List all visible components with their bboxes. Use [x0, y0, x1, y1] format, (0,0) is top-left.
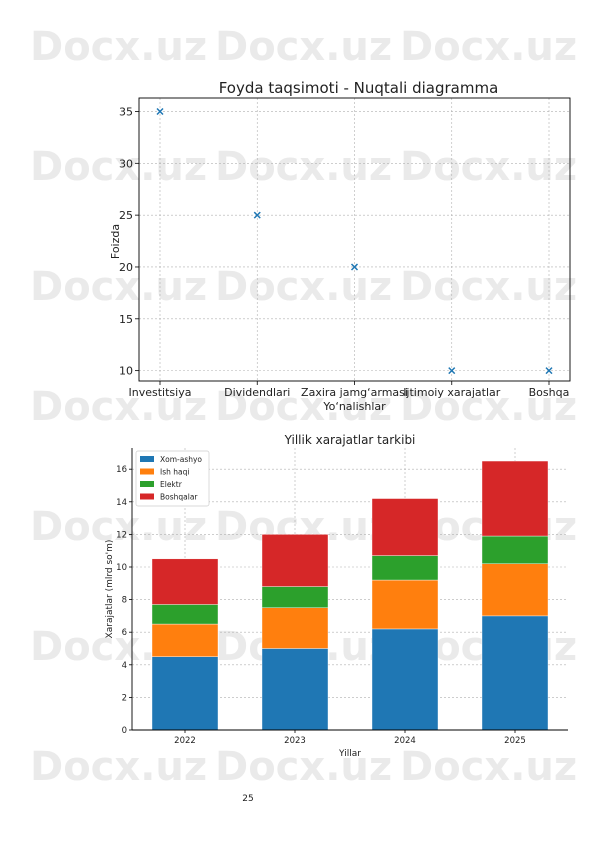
bar-segment	[152, 657, 218, 730]
x-tick-label: 2023	[284, 736, 306, 746]
y-tick-label: 10	[116, 563, 127, 573]
bar-segment	[372, 629, 438, 730]
bar-segment	[372, 499, 438, 556]
bar-segment	[152, 559, 218, 605]
page-number: 25	[0, 794, 496, 804]
y-tick-label: 2	[122, 693, 127, 703]
bar-segment	[262, 648, 328, 730]
legend-swatch	[140, 456, 154, 462]
y-tick-label: 6	[122, 628, 127, 638]
y-tick-label: 16	[116, 465, 127, 475]
bar-segment	[262, 534, 328, 586]
x-axis-label: Yo‘nalishlar	[322, 400, 386, 413]
y-axis-label: Xarajatlar (mlrd so'm)	[105, 540, 115, 639]
bar-segment	[372, 580, 438, 629]
data-point-marker	[157, 108, 163, 114]
bar-segment	[482, 616, 548, 730]
y-tick-label: 14	[116, 498, 127, 508]
x-tick-label: Zaxira jamg‘armasi	[301, 386, 408, 399]
legend-label: Ish haqi	[160, 468, 189, 477]
x-tick-label: Ijtimoiy xarajatlar	[403, 386, 501, 399]
y-tick-label: 20	[119, 261, 133, 274]
bar-segment	[482, 536, 548, 564]
y-tick-label: 35	[119, 105, 133, 118]
bar-segment	[372, 556, 438, 580]
x-tick-label: Boshqa	[529, 386, 570, 399]
y-tick-label: 30	[119, 157, 133, 170]
data-point-marker	[449, 368, 455, 374]
x-tick-label: 2022	[174, 736, 196, 746]
bar-segment	[482, 461, 548, 536]
bar-segment	[262, 608, 328, 649]
legend-label: Boshqalar	[160, 493, 198, 502]
x-tick-label: Investitsiya	[129, 386, 192, 399]
x-tick-label: 2025	[504, 736, 526, 746]
legend-swatch	[140, 494, 154, 500]
stacked-bar-chart: Yillik xarajatlar tarkibi 0 2 4 6 8 10 12 14 16 20…	[0, 420, 595, 780]
legend-label: Elektr	[160, 480, 183, 489]
chart-title: Yillik xarajatlar tarkibi	[284, 433, 416, 447]
y-tick-label: 4	[122, 661, 127, 671]
y-tick-label: 15	[119, 313, 133, 326]
y-axis-label: Foizda	[109, 224, 122, 259]
y-tick-label: 0	[122, 726, 127, 736]
bar-segment	[152, 624, 218, 657]
bar-segment	[262, 587, 328, 608]
x-tick-label: 2024	[394, 736, 416, 746]
legend: Xom-ashyo Ish haqi Elektr Boshqalar	[136, 451, 209, 506]
legend-swatch	[140, 469, 154, 475]
x-tick-label: Dividendlari	[224, 386, 290, 399]
y-tick-label: 12	[116, 530, 127, 540]
y-tick-label: 8	[122, 596, 127, 606]
bar-segment	[482, 564, 548, 616]
x-axis-label: Yillar	[338, 749, 361, 759]
legend-label: Xom-ashyo	[160, 455, 202, 464]
bar-segment	[152, 604, 218, 624]
legend-swatch	[140, 481, 154, 487]
chart-title: Foyda taqsimoti - Nuqtali diagramma	[219, 79, 499, 97]
y-tick-label: 25	[119, 209, 133, 222]
y-tick-label: 10	[119, 365, 133, 378]
scatter-chart: Foyda taqsimoti - Nuqtali diagramma 10 15 2…	[0, 0, 595, 420]
